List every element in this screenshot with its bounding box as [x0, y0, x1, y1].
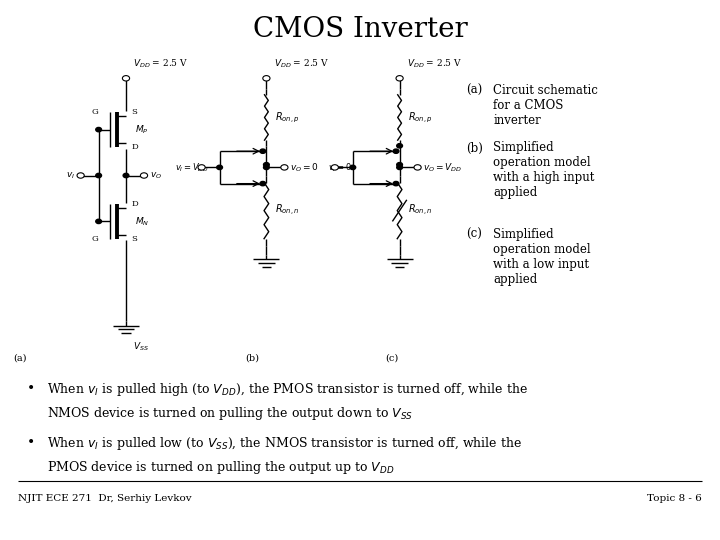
Text: D: D [131, 200, 138, 207]
Text: Circuit schematic
for a CMOS
inverter: Circuit schematic for a CMOS inverter [493, 84, 598, 127]
Circle shape [217, 165, 222, 170]
Circle shape [122, 76, 130, 81]
Text: Topic 8 - 6: Topic 8 - 6 [647, 494, 702, 503]
Circle shape [96, 127, 102, 132]
Circle shape [331, 165, 338, 170]
Circle shape [393, 149, 399, 153]
Text: When $v_I$ is pulled high (to $V_{DD}$), the PMOS transistor is turned off, whil: When $v_I$ is pulled high (to $V_{DD}$),… [47, 381, 528, 422]
Text: •: • [27, 435, 35, 449]
Circle shape [393, 181, 399, 186]
Text: $v_I$: $v_I$ [66, 170, 75, 181]
Text: $V_{SS}$: $V_{SS}$ [133, 340, 149, 353]
Text: When $v_I$ is pulled low (to $V_{SS}$), the NMOS transistor is turned off, while: When $v_I$ is pulled low (to $V_{SS}$), … [47, 435, 522, 476]
Circle shape [397, 163, 402, 167]
Circle shape [350, 165, 356, 170]
Circle shape [260, 181, 266, 186]
Text: (c): (c) [467, 228, 482, 241]
Text: Simplified
operation model
with a low input
applied: Simplified operation model with a low in… [493, 228, 591, 286]
Circle shape [77, 173, 84, 178]
Circle shape [264, 163, 269, 167]
Circle shape [123, 173, 129, 178]
Text: (b): (b) [245, 354, 258, 363]
Text: $R_{on,p}$: $R_{on,p}$ [408, 110, 433, 125]
Text: (c): (c) [385, 354, 398, 363]
Text: $v_O = 0$: $v_O = 0$ [290, 161, 319, 174]
Text: $V_{DD}$ = 2.5 V: $V_{DD}$ = 2.5 V [274, 58, 329, 70]
Text: $v_O$: $v_O$ [150, 170, 162, 181]
Circle shape [260, 149, 266, 153]
Text: NJIT ECE 271  Dr, Serhiy Levkov: NJIT ECE 271 Dr, Serhiy Levkov [18, 494, 192, 503]
Text: •: • [27, 381, 35, 395]
Circle shape [414, 165, 421, 170]
Text: $R_{on,n}$: $R_{on,n}$ [408, 203, 433, 218]
Circle shape [397, 144, 402, 148]
Text: $v_I = 0$: $v_I = 0$ [328, 161, 351, 174]
Text: $M_N$: $M_N$ [135, 215, 149, 228]
Circle shape [198, 165, 205, 170]
Text: $M_P$: $M_P$ [135, 123, 148, 136]
Text: $R_{on,n}$: $R_{on,n}$ [275, 203, 300, 218]
Text: (a): (a) [467, 84, 483, 97]
Text: D: D [131, 144, 138, 151]
Text: G: G [92, 108, 99, 116]
Text: $V_{DD}$ = 2.5 V: $V_{DD}$ = 2.5 V [133, 58, 189, 70]
Circle shape [96, 173, 102, 178]
Text: $v_O = V_{DD}$: $v_O = V_{DD}$ [423, 161, 462, 174]
Text: G: G [92, 235, 99, 243]
Text: S: S [131, 235, 137, 243]
Circle shape [96, 219, 102, 224]
Text: S: S [131, 108, 137, 116]
Text: (b): (b) [467, 141, 483, 154]
Circle shape [397, 165, 402, 170]
Text: CMOS Inverter: CMOS Inverter [253, 16, 467, 43]
Text: (a): (a) [13, 354, 27, 363]
Circle shape [140, 173, 148, 178]
Text: $v_I = V_{DD}$: $v_I = V_{DD}$ [175, 161, 209, 174]
Text: Simplified
operation model
with a high input
applied: Simplified operation model with a high i… [493, 141, 595, 199]
Circle shape [264, 165, 269, 170]
Circle shape [263, 76, 270, 81]
Circle shape [281, 165, 288, 170]
Text: $V_{DD}$ = 2.5 V: $V_{DD}$ = 2.5 V [407, 58, 462, 70]
Circle shape [396, 76, 403, 81]
Text: $R_{on,p}$: $R_{on,p}$ [275, 110, 300, 125]
